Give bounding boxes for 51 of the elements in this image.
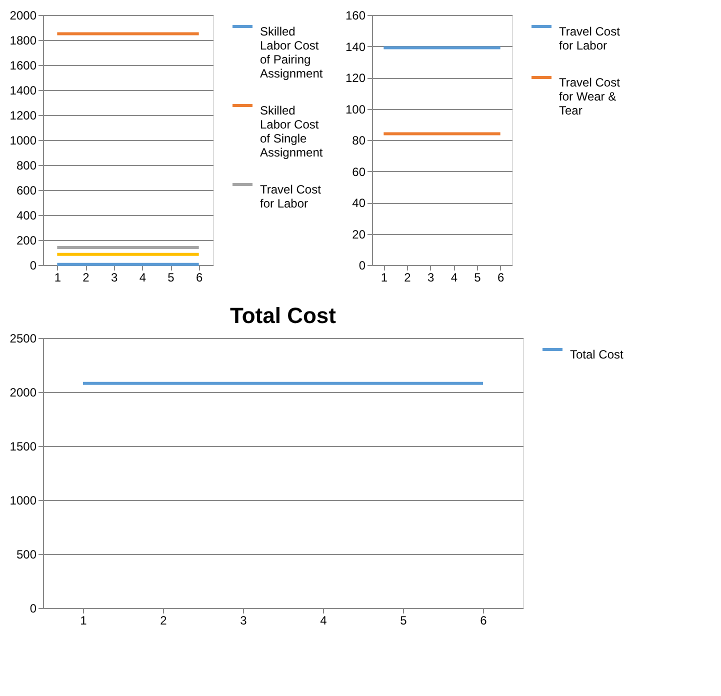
y-tick-label: 20	[352, 227, 366, 242]
y-tick-label: 0	[358, 258, 366, 272]
x-tick-label: 2	[404, 270, 412, 284]
y-tick-label: 1200	[10, 108, 37, 122]
y-tick-label: 0	[30, 258, 37, 272]
y-tick-label: 160	[345, 8, 366, 22]
y-tick-label: 80	[352, 134, 366, 148]
y-tick-label: 140	[345, 40, 366, 54]
x-tick-label: 3	[110, 270, 118, 284]
y-tick-label: 800	[16, 158, 37, 172]
legend-label: Skilled Labor Cost of Pairing Assignment	[260, 24, 324, 80]
y-tick-label: 400	[16, 208, 37, 222]
y-tick-label: 1400	[10, 84, 37, 98]
y-tick-label: 40	[352, 196, 366, 210]
y-tick-label: 2000	[10, 8, 37, 22]
y-tick-label: 120	[345, 71, 366, 85]
x-tick-label: 5	[168, 270, 175, 284]
legend-label: Travel Cost for Labor	[260, 182, 322, 210]
legend-label: Total Cost	[570, 348, 624, 362]
y-tick-label: 1600	[10, 58, 37, 72]
y-tick-label: 2500	[10, 332, 37, 346]
x-tick-label: 5	[474, 270, 482, 284]
legend-label: Travel Cost for Wear & Tear	[559, 76, 621, 118]
x-tick-label: 5	[400, 614, 408, 628]
x-tick-label: 6	[196, 270, 203, 284]
y-tick-label: 1800	[10, 34, 37, 48]
y-tick-label: 500	[16, 548, 37, 562]
x-tick-label: 4	[320, 614, 328, 628]
x-tick-label: 3	[427, 270, 434, 284]
x-tick-label: 3	[240, 614, 248, 628]
y-tick-label: 600	[16, 184, 37, 198]
y-tick-label: 2000	[10, 386, 37, 400]
y-tick-label: 60	[352, 164, 366, 179]
x-tick-label: 2	[82, 270, 90, 284]
x-tick-label: 4	[139, 270, 146, 284]
legend-label: Travel Cost for Labor	[559, 24, 621, 52]
y-tick-label: 1000	[10, 494, 37, 508]
x-tick-label: 1	[54, 270, 62, 284]
y-tick-label: 1500	[10, 440, 37, 454]
chart-title: Total Cost	[230, 303, 337, 328]
y-tick-label: 200	[16, 234, 37, 248]
x-tick-label: 6	[497, 270, 504, 284]
y-tick-label: 1000	[10, 134, 37, 148]
x-tick-label: 4	[450, 270, 458, 284]
x-tick-label: 2	[160, 614, 168, 628]
x-tick-label: 1	[80, 614, 88, 628]
legend-label: Skilled Labor Cost of Single Assignment	[260, 104, 324, 160]
x-tick-label: 1	[380, 270, 388, 284]
x-tick-label: 6	[480, 614, 488, 628]
y-tick-label: 0	[30, 602, 37, 616]
y-tick-label: 100	[345, 102, 366, 116]
